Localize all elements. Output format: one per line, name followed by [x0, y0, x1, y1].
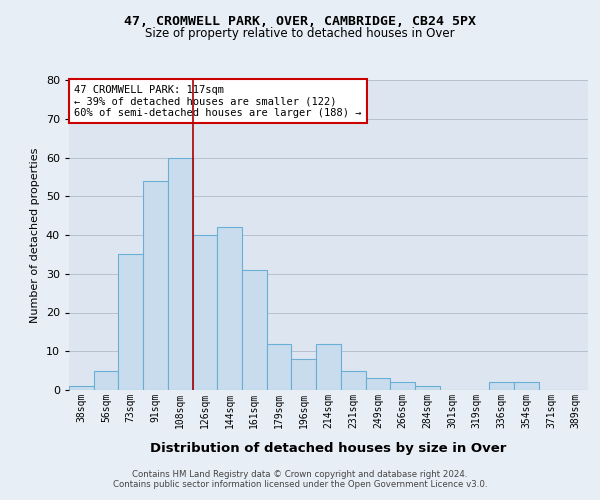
- Bar: [242, 270, 267, 390]
- Bar: [217, 227, 242, 390]
- Bar: [489, 382, 514, 390]
- Text: 47, CROMWELL PARK, OVER, CAMBRIDGE, CB24 5PX: 47, CROMWELL PARK, OVER, CAMBRIDGE, CB24…: [124, 15, 476, 28]
- Bar: [316, 344, 341, 390]
- Text: Contains HM Land Registry data © Crown copyright and database right 2024.: Contains HM Land Registry data © Crown c…: [132, 470, 468, 479]
- X-axis label: Distribution of detached houses by size in Over: Distribution of detached houses by size …: [151, 442, 506, 455]
- Bar: [365, 378, 390, 390]
- Bar: [415, 386, 440, 390]
- Text: Size of property relative to detached houses in Over: Size of property relative to detached ho…: [145, 28, 455, 40]
- Bar: [94, 370, 118, 390]
- Bar: [143, 180, 168, 390]
- Bar: [390, 382, 415, 390]
- Bar: [341, 370, 365, 390]
- Bar: [193, 235, 217, 390]
- Bar: [267, 344, 292, 390]
- Bar: [514, 382, 539, 390]
- Bar: [69, 386, 94, 390]
- Bar: [118, 254, 143, 390]
- Text: Contains public sector information licensed under the Open Government Licence v3: Contains public sector information licen…: [113, 480, 487, 489]
- Y-axis label: Number of detached properties: Number of detached properties: [30, 148, 40, 322]
- Bar: [168, 158, 193, 390]
- Bar: [292, 359, 316, 390]
- Text: 47 CROMWELL PARK: 117sqm
← 39% of detached houses are smaller (122)
60% of semi-: 47 CROMWELL PARK: 117sqm ← 39% of detach…: [74, 84, 362, 118]
